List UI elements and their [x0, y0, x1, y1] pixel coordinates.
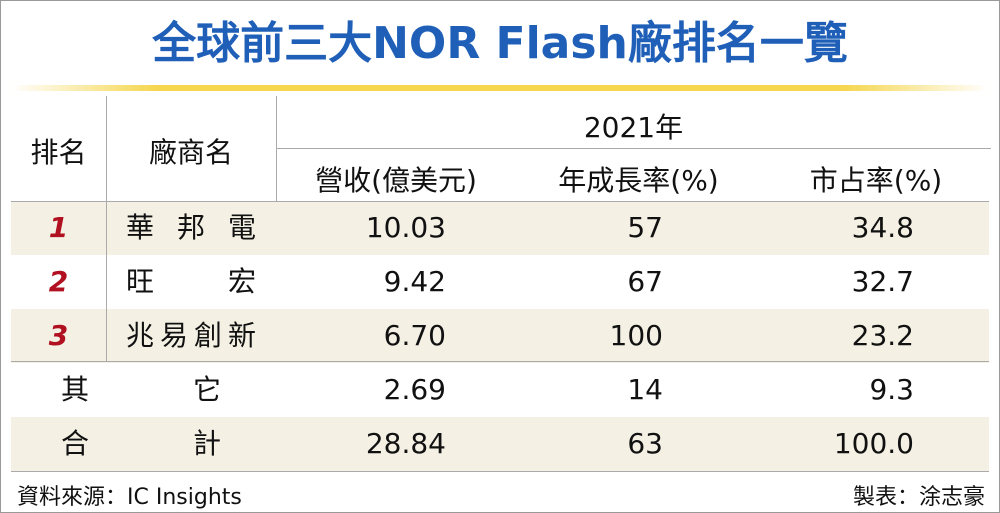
table-cell: 67	[627, 265, 663, 298]
source: 資料來源：IC Insights	[17, 485, 242, 510]
table-cell: 3	[48, 319, 69, 352]
table-cell: 兆易創新	[126, 319, 256, 352]
row-band	[11, 309, 989, 363]
table-cell: 9.42	[383, 265, 446, 298]
title-rule	[11, 85, 989, 91]
table-cell: 2	[48, 265, 69, 298]
table-cell: 100.0	[833, 427, 914, 460]
table-cell: 14	[627, 373, 663, 406]
table-cell: 1	[48, 211, 69, 244]
header-cell: 營收(億美元)	[315, 164, 477, 197]
header-cell: 年成長率(%)	[558, 164, 719, 197]
row-band	[11, 417, 989, 471]
table-cell: 63	[627, 427, 663, 460]
header-cell: 市占率(%)	[809, 164, 943, 197]
table-cell: 34.8	[851, 211, 914, 244]
table-cell: 華 邦 電	[126, 211, 256, 244]
row-band	[11, 201, 989, 255]
table-cell: 32.7	[851, 265, 914, 298]
table-cell: 57	[627, 211, 663, 244]
header-cell: 廠商名	[148, 136, 233, 169]
divider	[11, 201, 989, 202]
table-cell: 2.69	[383, 373, 446, 406]
header-cell: 排名	[30, 136, 87, 169]
header-cell: 2021年	[583, 111, 684, 144]
divider	[11, 471, 989, 472]
divider	[11, 361, 989, 362]
table-cell: 23.2	[851, 319, 914, 352]
table-cell: 28.84	[365, 427, 446, 460]
table-cell: 9.3	[869, 373, 914, 406]
table-cell: 其 它	[61, 373, 221, 406]
divider	[106, 96, 107, 361]
divider	[276, 148, 991, 149]
title: 全球前三大NOR Flash廠排名一覽	[152, 18, 848, 69]
table-cell: 旺 宏	[126, 265, 256, 298]
table-cell: 6.70	[383, 319, 446, 352]
author: 製表：涂志豪	[852, 485, 985, 510]
table-cell: 100	[609, 319, 663, 352]
table-cell: 合 計	[61, 427, 221, 460]
table-cell: 10.03	[365, 211, 446, 244]
